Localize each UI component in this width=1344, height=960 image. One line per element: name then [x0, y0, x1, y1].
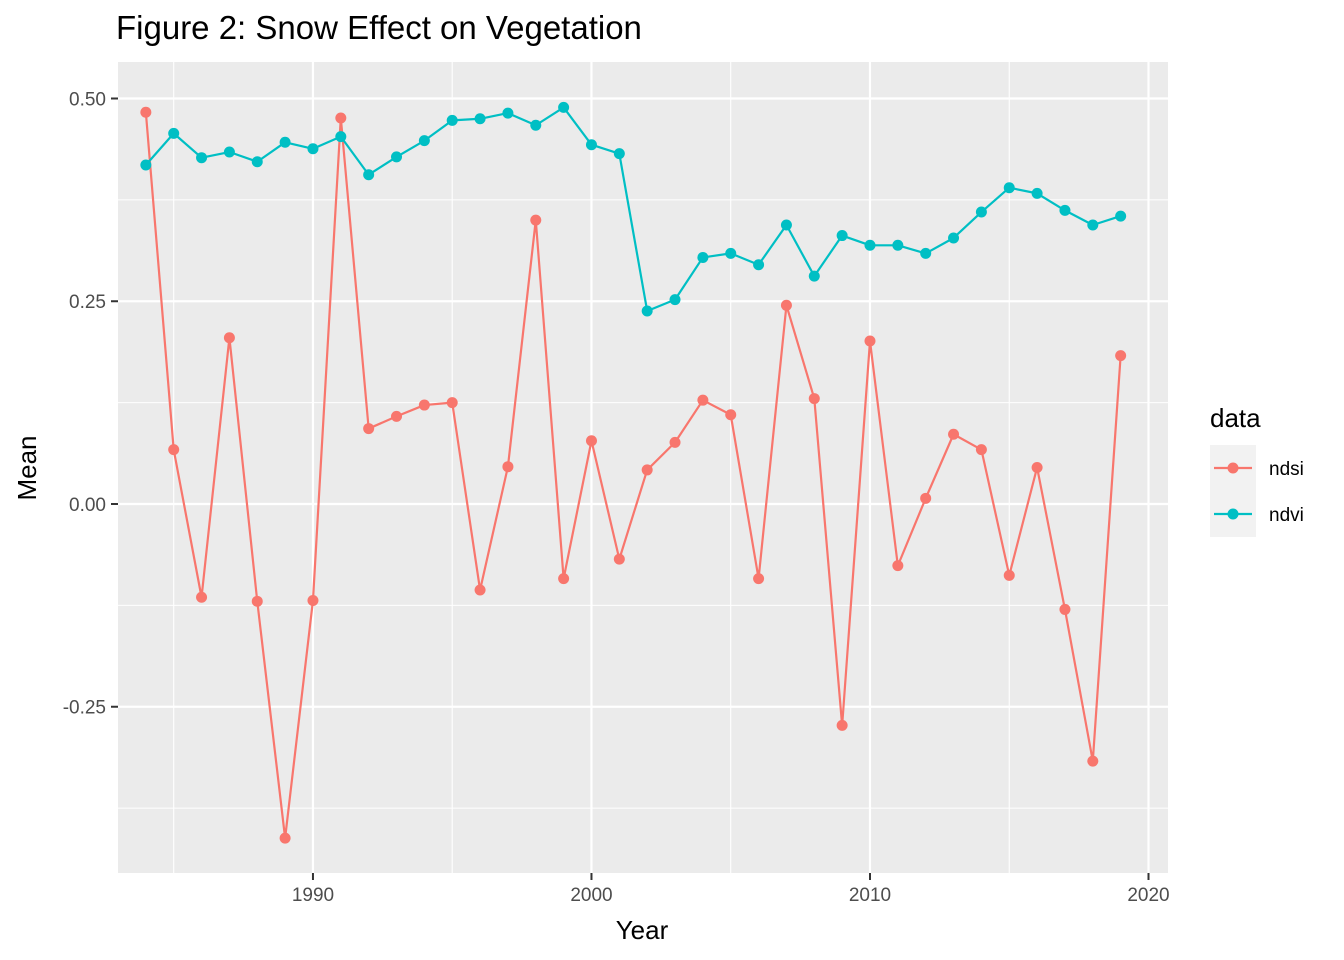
ndvi-point [363, 169, 375, 181]
ndvi-point [697, 251, 709, 263]
legend-item-ndsi: ndsi [1210, 445, 1304, 491]
x-axis-title: Year [616, 915, 669, 945]
ndsi-point [223, 332, 235, 344]
series-layer [140, 101, 1127, 844]
ndvi-point [223, 146, 235, 158]
ndsi-point [391, 410, 403, 422]
ndsi-point [725, 409, 737, 421]
series-ndvi [140, 101, 1127, 317]
ndvi-point [669, 294, 681, 306]
ndsi-point [780, 299, 792, 311]
ndvi-point [808, 270, 820, 282]
ndsi-point [948, 428, 960, 440]
ndvi-point [725, 247, 737, 259]
ndsi-point [335, 112, 347, 124]
ndsi-point [307, 595, 319, 607]
ndsi-point [975, 444, 987, 456]
legend-key-point [1227, 462, 1239, 474]
ndsi-point [836, 719, 848, 731]
ndvi-point [446, 114, 458, 126]
ndvi-point [1087, 219, 1099, 231]
ndsi-point [196, 591, 208, 603]
ndvi-point [307, 143, 319, 155]
ndsi-point [1115, 350, 1127, 362]
ndsi-point [251, 595, 263, 607]
ndsi-point [1087, 755, 1099, 767]
ndsi-point [446, 397, 458, 409]
ndvi-point [836, 230, 848, 242]
ndvi-point [196, 152, 208, 164]
y-tick-label: 0.50 [69, 89, 106, 110]
ndsi-point [1059, 603, 1071, 615]
ndvi-point [864, 239, 876, 251]
ndvi-point [948, 232, 960, 244]
ndsi-point [279, 832, 291, 844]
ndsi-point [418, 399, 430, 411]
series-ndsi [140, 106, 1127, 844]
legend: data ndsi ndvi [1210, 403, 1304, 537]
ndvi-point [1059, 204, 1071, 216]
x-tick-label: 2020 [1127, 885, 1169, 906]
x-tick-label: 2000 [570, 885, 612, 906]
y-axis-title: Mean [12, 435, 42, 500]
ndsi-point [1003, 569, 1015, 581]
ndvi-point [418, 135, 430, 147]
ndsi-point [613, 553, 625, 565]
ndvi-point [279, 136, 291, 148]
ndsi-point [808, 393, 820, 405]
ndsi-point [530, 214, 542, 226]
ndsi-point [753, 573, 765, 585]
ndsi-point [697, 394, 709, 406]
ndsi-point [641, 464, 653, 476]
ndvi-point [892, 239, 904, 251]
ndvi-point [558, 101, 570, 113]
y-tick-label: 0.00 [69, 495, 106, 516]
ndvi-point [780, 219, 792, 231]
ndsi-point [585, 435, 597, 447]
ndsi-point [1031, 462, 1043, 473]
ndsi-point [558, 573, 570, 585]
ndvi-point [641, 305, 653, 317]
ndvi-point [753, 259, 765, 271]
ndsi-point [140, 106, 152, 118]
ndvi-point [474, 113, 486, 125]
ndsi-point [920, 492, 932, 504]
chart-title: Figure 2: Snow Effect on Vegetation [116, 9, 642, 46]
ndsi-point [669, 436, 681, 448]
legend-item-ndvi: ndvi [1210, 491, 1304, 537]
ndvi-point [502, 107, 514, 119]
x-tick-label: 1990 [292, 885, 334, 906]
ndvi-point [613, 148, 625, 160]
ndsi-point [864, 335, 876, 347]
y-tick-label: 0.25 [69, 292, 106, 313]
gridlines [118, 62, 1168, 873]
ndvi-point [251, 156, 263, 168]
ndvi-point [1115, 210, 1127, 222]
ndvi-point [530, 119, 542, 131]
ndvi-point [1003, 182, 1015, 194]
ndvi-point [335, 131, 347, 143]
x-tick-label: 2010 [849, 885, 891, 906]
ndvi-point [168, 127, 180, 139]
legend-title: data [1210, 403, 1261, 433]
ndsi-point [502, 461, 514, 473]
ndvi-point [585, 139, 597, 151]
ndvi-point [391, 151, 403, 163]
ndvi-point [975, 206, 987, 218]
ndsi-point [363, 423, 375, 435]
legend-label: ndsi [1269, 459, 1304, 480]
ndsi-point [168, 444, 180, 456]
ndsi-point [892, 560, 904, 572]
ndvi-point [920, 247, 932, 259]
legend-label: ndvi [1269, 505, 1304, 526]
ndsi-point [474, 584, 486, 596]
ndvi-point [1031, 187, 1043, 199]
axes: 1990 2000 2010 2020 0.50 0.25 0.00 -0.25 [63, 89, 1170, 906]
y-tick-label: -0.25 [63, 698, 106, 719]
ndvi-point [140, 159, 152, 171]
legend-key-point [1227, 508, 1239, 520]
